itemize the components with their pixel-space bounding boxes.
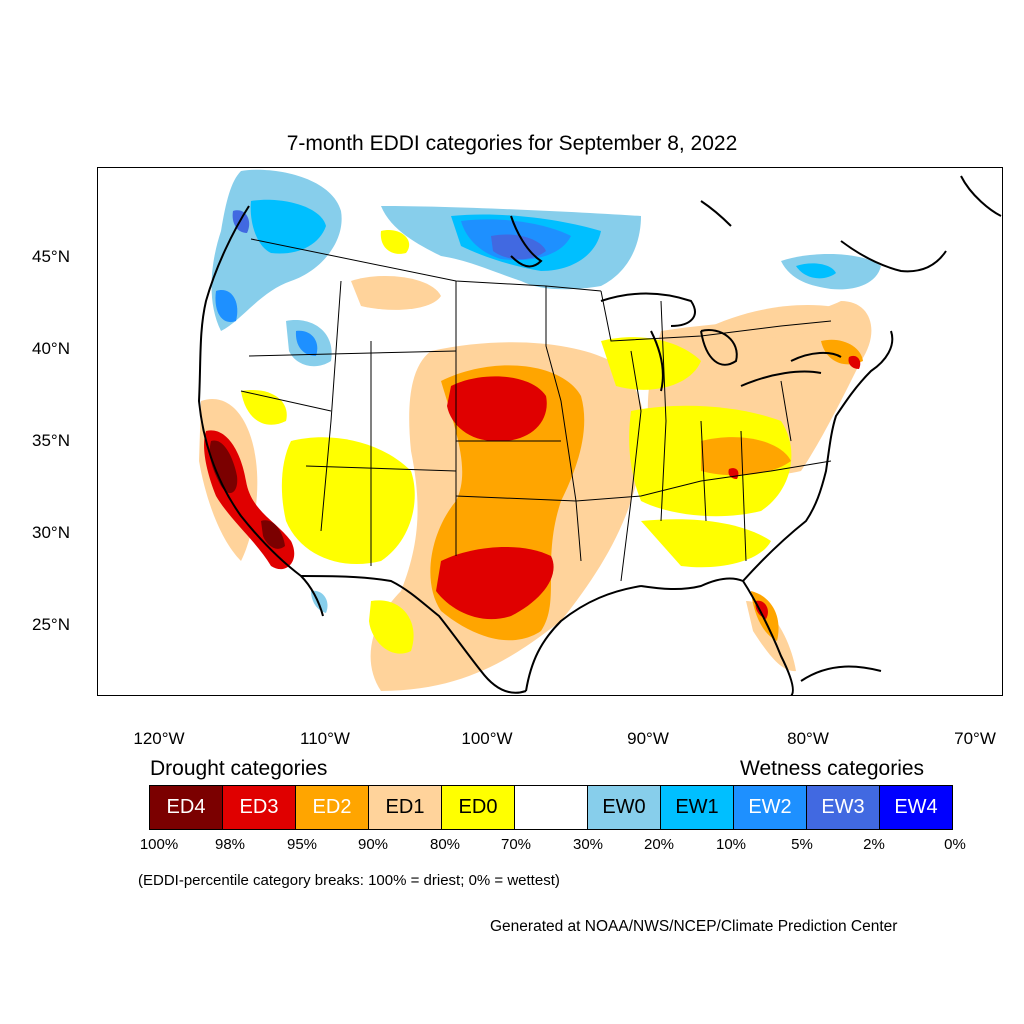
wetness-heading: Wetness categories [740, 757, 925, 780]
eddi-map [197, 169, 1002, 695]
map-title: 7-month EDDI categories for September 8,… [286, 132, 738, 155]
lat-label-35: 35°N [32, 431, 70, 450]
credit-text: Generated at NOAA/NWS/NCEP/Climate Predi… [490, 918, 898, 935]
legend-box-neutral [514, 785, 588, 830]
pct-label-30: 30% [572, 836, 604, 853]
pct-label-90: 90% [357, 836, 389, 853]
legend-label-ew4: EW4 [894, 796, 938, 818]
legend-label-ew1: EW1 [675, 796, 719, 818]
legend-label-ew0: EW0 [602, 796, 646, 818]
lat-label-30: 30°N [32, 523, 70, 542]
ed4-regions [209, 440, 285, 549]
lon-label-100: 100°W [461, 729, 513, 748]
pct-label-80: 80% [429, 836, 461, 853]
category-breaks-note: (EDDI-percentile category breaks: 100% =… [138, 872, 560, 889]
pct-label-5: 5% [791, 836, 813, 853]
lat-label-45: 45°N [32, 247, 70, 266]
legend-box-ed3: ED3 [222, 785, 296, 830]
legend-box-ew3: EW3 [806, 785, 880, 830]
legend-box-ew0: EW0 [587, 785, 661, 830]
pct-label-0: 0% [944, 836, 966, 853]
great-lakes [600, 292, 842, 392]
pct-label-2: 2% [863, 836, 885, 853]
map-panel [97, 167, 1003, 696]
legend-label-ed0: ED0 [458, 796, 498, 818]
canada-features [510, 175, 1002, 682]
legend-label-ed3: ED3 [239, 796, 279, 818]
legend-box-ew2: EW2 [733, 785, 807, 830]
lon-label-120: 120°W [133, 729, 185, 748]
lon-label-110: 110°W [300, 729, 350, 748]
legend-label-ew2: EW2 [748, 796, 792, 818]
legend-box-ed2: ED2 [295, 785, 369, 830]
drought-heading: Drought categories [150, 757, 328, 780]
lat-label-40: 40°N [32, 339, 70, 358]
pct-label-20: 20% [643, 836, 675, 853]
legend-box-ed4: ED4 [149, 785, 223, 830]
legend-label-ew3: EW3 [821, 796, 865, 818]
legend-box-ed0: ED0 [441, 785, 515, 830]
lon-label-90: 90°W [627, 729, 669, 748]
legend-label-ed2: ED2 [312, 796, 352, 818]
legend-label-ed1: ED1 [385, 796, 425, 818]
legend-colorbar: ED4 ED3 ED2 ED1 ED0 EW0 EW1 EW2 EW3 EW4 [149, 785, 953, 830]
lon-label-70: 70°W [954, 729, 996, 748]
legend-box-ew1: EW1 [660, 785, 734, 830]
lat-label-25: 25°N [32, 615, 70, 634]
pct-label-98: 98% [214, 836, 246, 853]
legend-box-ew4: EW4 [879, 785, 953, 830]
pct-label-10: 10% [715, 836, 747, 853]
pct-label-70: 70% [500, 836, 532, 853]
pct-label-100: 100% [139, 836, 179, 853]
lon-label-80: 80°W [787, 729, 829, 748]
state-borders [240, 238, 832, 582]
legend-label-ed4: ED4 [166, 796, 206, 818]
legend-box-ed1: ED1 [368, 785, 442, 830]
coastlines [197, 205, 947, 695]
pct-label-95: 95% [286, 836, 318, 853]
